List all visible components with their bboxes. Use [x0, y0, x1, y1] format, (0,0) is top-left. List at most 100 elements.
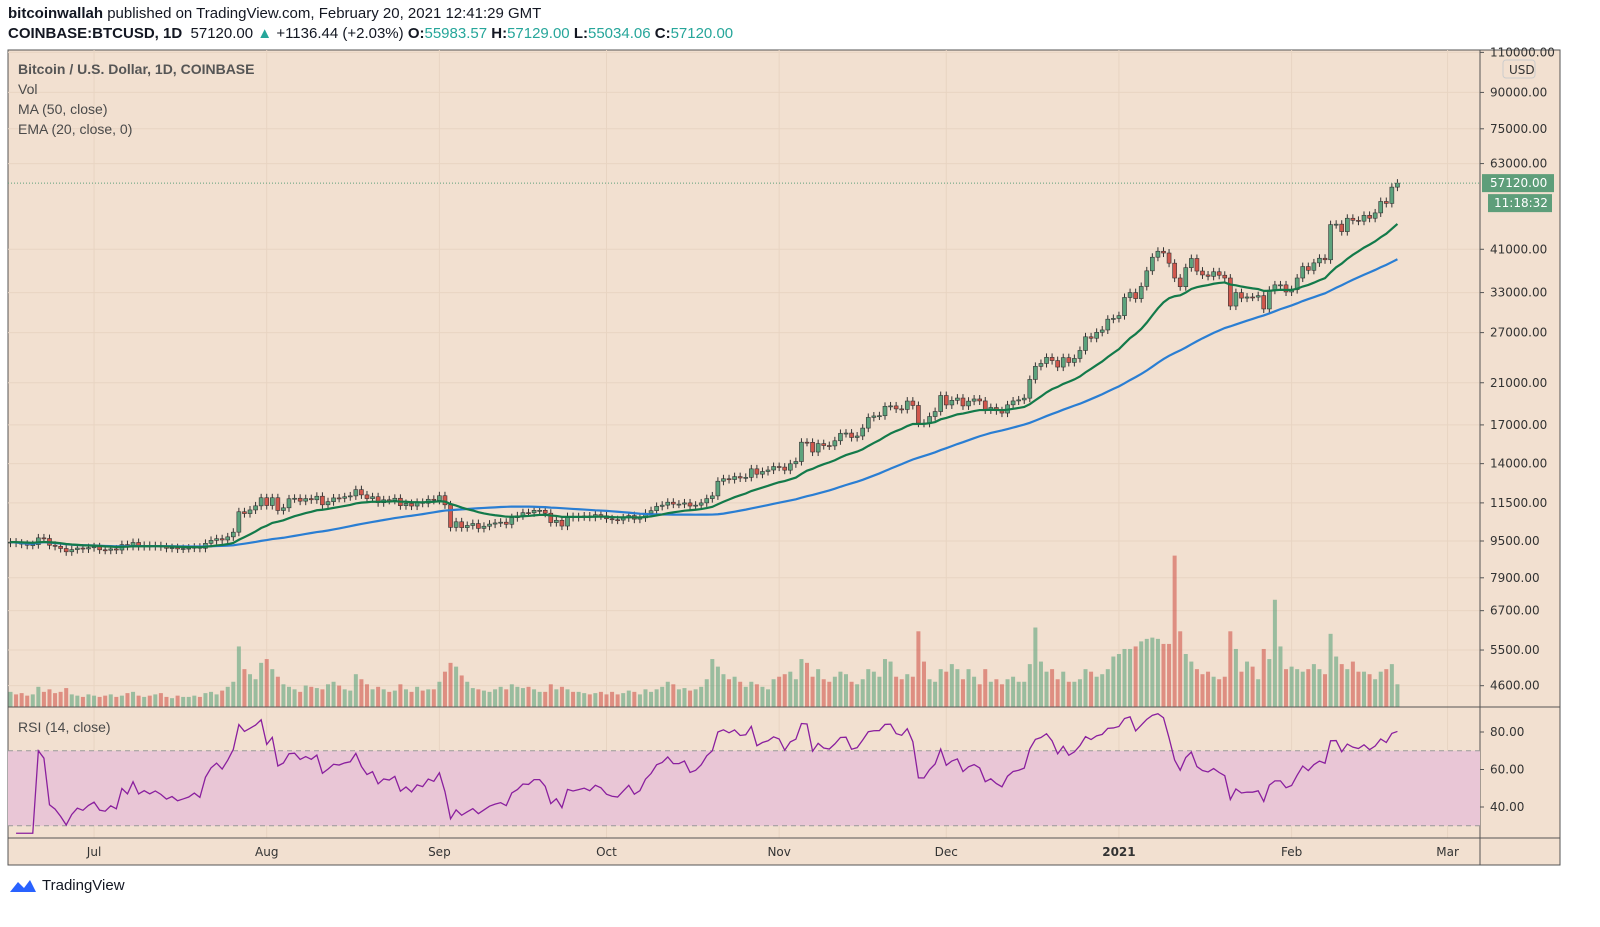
volume-bar [1339, 664, 1344, 707]
legend-ema[interactable]: EMA (20, close, 0) [18, 121, 133, 137]
volume-bar [983, 669, 988, 707]
volume-bar [910, 676, 915, 707]
legend-rsi[interactable]: RSI (14, close) [18, 719, 111, 735]
candle [509, 517, 515, 525]
volume-bar [1105, 669, 1110, 707]
candle [726, 478, 732, 481]
volume-bar [426, 689, 431, 707]
candle [815, 443, 821, 453]
volume-bar [181, 696, 186, 707]
candle [1144, 270, 1150, 287]
volume-bar [1334, 656, 1339, 707]
volume-bar [604, 694, 609, 707]
volume-bar [699, 686, 704, 707]
volume-bar [25, 695, 30, 707]
volume-bar [253, 679, 258, 707]
price-tick-label: 7900.00 [1490, 571, 1540, 585]
volume-bar [1172, 555, 1177, 707]
volume-bar [92, 695, 97, 707]
candle [1194, 258, 1200, 272]
candle [448, 504, 453, 528]
volume-bar [933, 681, 938, 707]
volume-bar [287, 686, 291, 707]
volume-bar [766, 689, 771, 707]
volume-bar [548, 684, 553, 707]
volume-bar [1089, 671, 1094, 707]
legend-ma[interactable]: MA (50, close) [18, 101, 108, 117]
volume-bar [36, 686, 41, 707]
volume-bar [465, 681, 470, 707]
volume-bar [882, 659, 887, 707]
volume-bar [342, 689, 347, 707]
volume-bar [1217, 679, 1222, 707]
volume-bar [1094, 676, 1099, 707]
volume-bar [810, 676, 815, 707]
price-tick-label: 41000.00 [1490, 242, 1547, 256]
legend-vol[interactable]: Vol [18, 81, 38, 97]
candle [1378, 201, 1384, 214]
volume-bar [994, 679, 999, 707]
price-tick-label: 4600.00 [1490, 679, 1540, 693]
price-tick-label: 5500.00 [1490, 643, 1540, 657]
candle [1099, 329, 1105, 333]
volume-bar [476, 689, 481, 707]
candle [693, 504, 698, 507]
volume-bar [626, 690, 631, 707]
volume-bar [682, 688, 687, 707]
author[interactable]: bitcoinwallah [8, 5, 104, 22]
candle [799, 441, 804, 462]
volume-bar [821, 679, 826, 707]
volume-bar [838, 671, 843, 707]
candle [832, 440, 838, 447]
volume-bar [1011, 676, 1016, 707]
volume-bar [1317, 669, 1322, 707]
candle [258, 497, 264, 507]
candle [1306, 266, 1311, 271]
volume-bar [403, 689, 408, 707]
symbol-info: COINBASE:BTCUSD, 1D 57120.00 ▲ +1136.44 … [8, 25, 733, 42]
last-price-label: 57120.00 [1490, 176, 1547, 190]
rsi-tick-label: 60.00 [1490, 763, 1524, 777]
candle [1172, 262, 1177, 279]
candle [910, 400, 916, 406]
candle [1395, 182, 1400, 188]
volume-bar [921, 661, 926, 707]
brand-name[interactable]: TradingView [42, 876, 125, 894]
candle [765, 469, 771, 472]
volume-bar [1311, 664, 1316, 707]
candle [1111, 318, 1116, 320]
volume-bar [448, 662, 453, 707]
volume-bar [715, 666, 720, 707]
candle [826, 445, 832, 447]
volume-bar [543, 691, 548, 707]
candle [671, 501, 676, 505]
volume-bar [231, 681, 236, 707]
candle [470, 523, 476, 526]
candle [80, 547, 86, 550]
candle [281, 507, 286, 511]
volume-bar [587, 694, 592, 707]
volume-bar [236, 646, 241, 707]
candle [314, 495, 320, 501]
candle [1027, 379, 1033, 399]
volume-bar [955, 669, 960, 707]
candle [86, 547, 91, 550]
volume-bar [760, 686, 765, 707]
time-tick-label: Sep [428, 845, 451, 859]
candle [1049, 357, 1055, 361]
volume-bar [214, 694, 219, 707]
volume-bar [30, 694, 35, 707]
candle [1244, 296, 1250, 299]
candle [1010, 400, 1016, 406]
candle [1088, 336, 1094, 339]
candle [843, 432, 849, 435]
volume-bar [80, 696, 85, 707]
volume-bar [1350, 661, 1355, 707]
candle [236, 511, 242, 533]
candle [1250, 296, 1255, 299]
volume-bar [520, 688, 525, 707]
candle [253, 505, 258, 511]
volume-bar [855, 684, 860, 707]
candle [269, 497, 275, 506]
